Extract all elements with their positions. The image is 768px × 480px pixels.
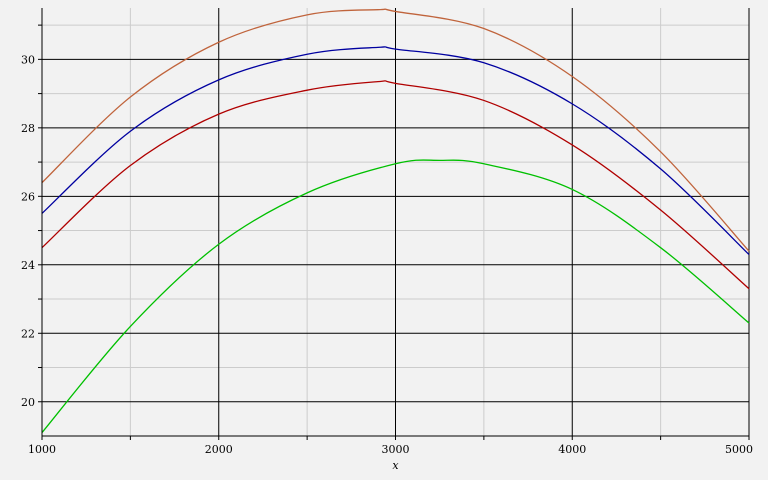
x-tick-label: 1000 [28,443,56,456]
y-tick-label: 30 [21,53,35,66]
tick-labels: 1000 2000 3000 4000 5000 20 22 24 26 28 30 [21,53,753,456]
y-tick-label: 26 [21,190,35,203]
axes [38,8,750,440]
y-tick-label: 20 [21,396,35,409]
x-tick-label: 2000 [205,443,233,456]
series-line-1 [41,8,750,252]
major-grid [41,8,750,436]
y-tick-label: 22 [21,327,35,340]
x-tick-label: 3000 [382,443,410,456]
series-layer [41,8,750,433]
x-axis-title: x [392,459,399,472]
y-tick-label: 24 [21,259,35,272]
x-tick-label: 5000 [725,443,753,456]
y-tick-label: 28 [21,122,35,135]
series-line-3 [41,80,750,290]
series-line-4 [41,159,750,433]
series-line-2 [41,46,750,255]
x-tick-label: 4000 [558,443,586,456]
